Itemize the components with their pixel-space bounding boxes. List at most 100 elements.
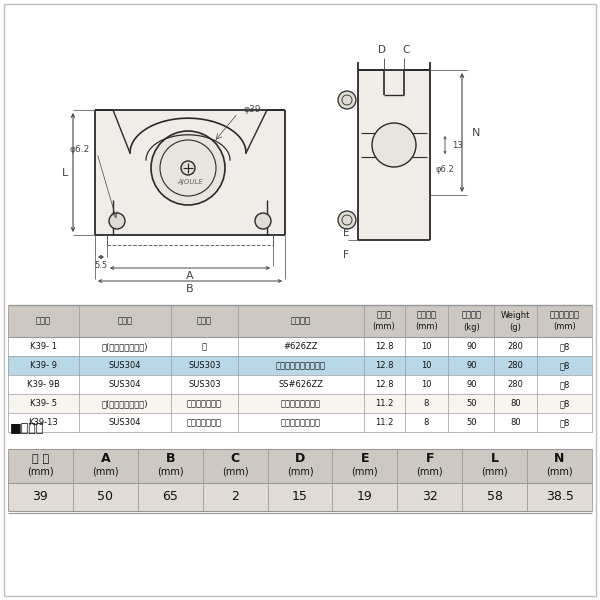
Text: 12.8: 12.8: [375, 342, 394, 351]
Bar: [8, 305, 592, 337]
Text: ～8: ～8: [559, 399, 569, 408]
Text: モリブデングリス: モリブデングリス: [281, 399, 320, 408]
Circle shape: [372, 123, 416, 167]
Text: (mm): (mm): [287, 467, 313, 477]
Text: φ6.2: φ6.2: [435, 166, 454, 175]
Text: 13: 13: [452, 140, 463, 149]
Text: A: A: [186, 271, 194, 281]
Text: (mm): (mm): [157, 467, 184, 477]
Text: 19: 19: [357, 491, 373, 503]
Text: (kg): (kg): [463, 323, 480, 331]
Text: F: F: [425, 452, 434, 466]
Text: B: B: [166, 452, 175, 466]
Text: ステンレス含油メタル: ステンレス含油メタル: [275, 361, 326, 370]
Text: Weight: Weight: [501, 311, 530, 319]
Text: 50: 50: [466, 418, 476, 427]
Text: 使用荷重: 使用荷重: [461, 311, 481, 319]
Text: 280: 280: [508, 361, 524, 370]
Text: ポリアセタール: ポリアセタール: [187, 399, 222, 408]
Text: 38.5: 38.5: [545, 491, 574, 503]
Text: 12.8: 12.8: [375, 380, 394, 389]
Text: N: N: [472, 127, 481, 137]
Text: ～8: ～8: [559, 380, 569, 389]
Text: 8: 8: [424, 399, 429, 408]
Text: A: A: [101, 452, 110, 466]
Text: SUS303: SUS303: [188, 361, 221, 370]
Text: (mm): (mm): [481, 467, 508, 477]
Text: (mm): (mm): [352, 467, 378, 477]
Text: (mm): (mm): [373, 323, 395, 331]
Text: 10: 10: [421, 380, 431, 389]
Text: 鉄(ユニクロメッキ): 鉄(ユニクロメッキ): [101, 342, 148, 351]
Bar: [8, 337, 592, 356]
Text: (g): (g): [509, 323, 521, 331]
Circle shape: [181, 161, 195, 175]
Text: L: L: [62, 167, 68, 178]
Text: 65: 65: [162, 491, 178, 503]
Bar: [95, 110, 285, 235]
Text: φ6.2: φ6.2: [70, 145, 90, 154]
Text: 車　幅: 車 幅: [377, 311, 392, 319]
Text: SUS304: SUS304: [109, 380, 141, 389]
Text: D: D: [378, 45, 386, 55]
Text: 10: 10: [421, 361, 431, 370]
Text: C: C: [403, 45, 410, 55]
Text: 15: 15: [292, 491, 308, 503]
Text: 80: 80: [511, 418, 521, 427]
Text: ～8: ～8: [559, 418, 569, 427]
Text: (mm): (mm): [222, 467, 248, 477]
Text: 80: 80: [511, 399, 521, 408]
Bar: [8, 413, 592, 432]
Text: φ39: φ39: [243, 106, 260, 115]
Text: 50: 50: [466, 399, 476, 408]
Text: 品　番: 品 番: [36, 317, 51, 325]
Text: 90: 90: [466, 342, 476, 351]
Text: 50: 50: [97, 491, 113, 503]
Bar: [8, 375, 592, 394]
Text: 39: 39: [32, 491, 49, 503]
Text: SS#626ZZ: SS#626ZZ: [278, 380, 323, 389]
Text: SUS304: SUS304: [109, 418, 141, 427]
Text: 10: 10: [421, 342, 431, 351]
Text: 280: 280: [508, 380, 524, 389]
Text: (mm): (mm): [92, 467, 119, 477]
Text: 車 径: 車 径: [32, 454, 49, 464]
Circle shape: [338, 211, 356, 229]
Text: K39- 1: K39- 1: [30, 342, 57, 351]
Text: 車ミゾ幅: 車ミゾ幅: [416, 311, 436, 319]
Text: B: B: [186, 284, 194, 294]
Text: 8: 8: [424, 418, 429, 427]
Text: (mm): (mm): [415, 323, 438, 331]
Text: ～8: ～8: [559, 361, 569, 370]
Bar: [8, 483, 592, 511]
Text: 鉄: 鉄: [202, 342, 207, 351]
Text: D: D: [295, 452, 305, 466]
Text: 90: 90: [466, 380, 476, 389]
Text: ポリアセタール: ポリアセタール: [187, 418, 222, 427]
Text: 5.5: 5.5: [94, 260, 107, 269]
Text: (mm): (mm): [553, 323, 576, 331]
Text: SUS303: SUS303: [188, 380, 221, 389]
Circle shape: [255, 213, 271, 229]
Text: K39- 5: K39- 5: [30, 399, 57, 408]
Text: K39- 9B: K39- 9B: [27, 380, 60, 389]
Text: ■サイズ: ■サイズ: [10, 422, 44, 435]
Text: AJOULE: AJOULE: [177, 179, 203, 185]
Text: 枔　材: 枔 材: [118, 317, 133, 325]
Circle shape: [109, 213, 125, 229]
Text: (mm): (mm): [27, 467, 54, 477]
Text: L: L: [491, 452, 499, 466]
Text: 90: 90: [466, 361, 476, 370]
Text: 11.2: 11.2: [375, 399, 393, 408]
Text: (mm): (mm): [416, 467, 443, 477]
Text: E: E: [343, 228, 349, 238]
Text: 2: 2: [231, 491, 239, 503]
Text: 車　材: 車 材: [197, 317, 212, 325]
Bar: [8, 449, 592, 483]
Text: SUS304: SUS304: [109, 361, 141, 370]
Bar: [8, 394, 592, 413]
Circle shape: [151, 131, 225, 205]
Text: モリブデングリス: モリブデングリス: [281, 418, 320, 427]
Bar: [358, 70, 430, 240]
Bar: [8, 356, 592, 375]
